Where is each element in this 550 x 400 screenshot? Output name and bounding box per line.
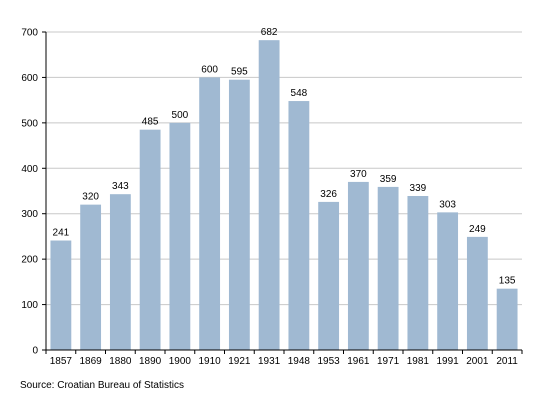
bar-1931	[258, 40, 280, 350]
data-label: 500	[172, 110, 189, 121]
x-tick-label: 2011	[496, 356, 518, 367]
y-tick-label: 100	[21, 300, 38, 311]
bar-1900	[169, 122, 191, 350]
bar-1953	[318, 201, 340, 350]
bar-1890	[139, 129, 161, 350]
x-tick-label: 1869	[80, 356, 103, 367]
y-tick-label: 200	[21, 255, 38, 266]
x-tick-label: 1900	[169, 356, 192, 367]
data-label: 682	[261, 27, 278, 38]
data-label: 339	[410, 183, 427, 194]
x-tick-label: 1971	[377, 356, 400, 367]
data-label: 241	[53, 228, 70, 239]
data-label: 370	[350, 169, 367, 180]
bar-1981	[407, 195, 429, 350]
bar-1948	[288, 101, 310, 351]
x-tick-label: 1961	[347, 356, 370, 367]
bar-1961	[347, 181, 369, 350]
data-label: 595	[231, 67, 248, 78]
bar-1910	[199, 77, 221, 350]
data-label: 359	[380, 174, 397, 185]
data-label: 320	[82, 192, 99, 203]
y-axis-ticks: 0 100 200 300 400 500 600 700	[21, 28, 38, 357]
bar-1857	[50, 240, 72, 350]
axes	[42, 31, 523, 354]
y-tick-label: 400	[21, 164, 38, 175]
x-tick-label: 1880	[109, 356, 132, 367]
y-tick-label: 0	[32, 346, 38, 357]
data-label: 326	[320, 189, 337, 200]
bar-1921	[228, 79, 250, 350]
data-label: 548	[291, 88, 308, 99]
data-label: 249	[469, 224, 486, 235]
bar-1991	[437, 212, 459, 350]
bar-2001	[466, 236, 488, 350]
x-tick-label: 1931	[258, 356, 281, 367]
y-tick-label: 700	[21, 28, 38, 39]
y-tick-label: 600	[21, 73, 38, 84]
source-note: Source: Croatian Bureau of Statistics	[20, 380, 184, 391]
x-tick-label: 1948	[288, 356, 311, 367]
bar-1971	[377, 186, 399, 350]
x-tick-label: 1953	[318, 356, 341, 367]
bar-1869	[80, 204, 102, 350]
x-tick-label: 2001	[466, 356, 489, 367]
y-tick-label: 300	[21, 209, 38, 220]
data-label: 303	[439, 199, 456, 210]
x-tick-label: 1981	[407, 356, 430, 367]
bar-1880	[109, 194, 131, 350]
x-tick-label: 1890	[139, 356, 162, 367]
data-label: 135	[499, 276, 516, 287]
data-label: 600	[201, 64, 218, 75]
data-label: 485	[142, 117, 159, 128]
x-tick-label: 1991	[437, 356, 460, 367]
x-axis-ticks: 1857 1869 1880 1890 1900 1910 1921 1931 1948 1953…	[50, 356, 519, 367]
x-tick-label: 1921	[228, 356, 251, 367]
x-tick-label: 1910	[199, 356, 222, 367]
data-labels: 241 320 343 485 500 600 595 682 548 326 370 359 339 3…	[53, 27, 516, 286]
bars	[50, 40, 518, 351]
data-label: 343	[112, 181, 129, 192]
x-tick-label: 1857	[50, 356, 73, 367]
bar-2011	[496, 288, 518, 350]
y-tick-label: 500	[21, 118, 38, 129]
